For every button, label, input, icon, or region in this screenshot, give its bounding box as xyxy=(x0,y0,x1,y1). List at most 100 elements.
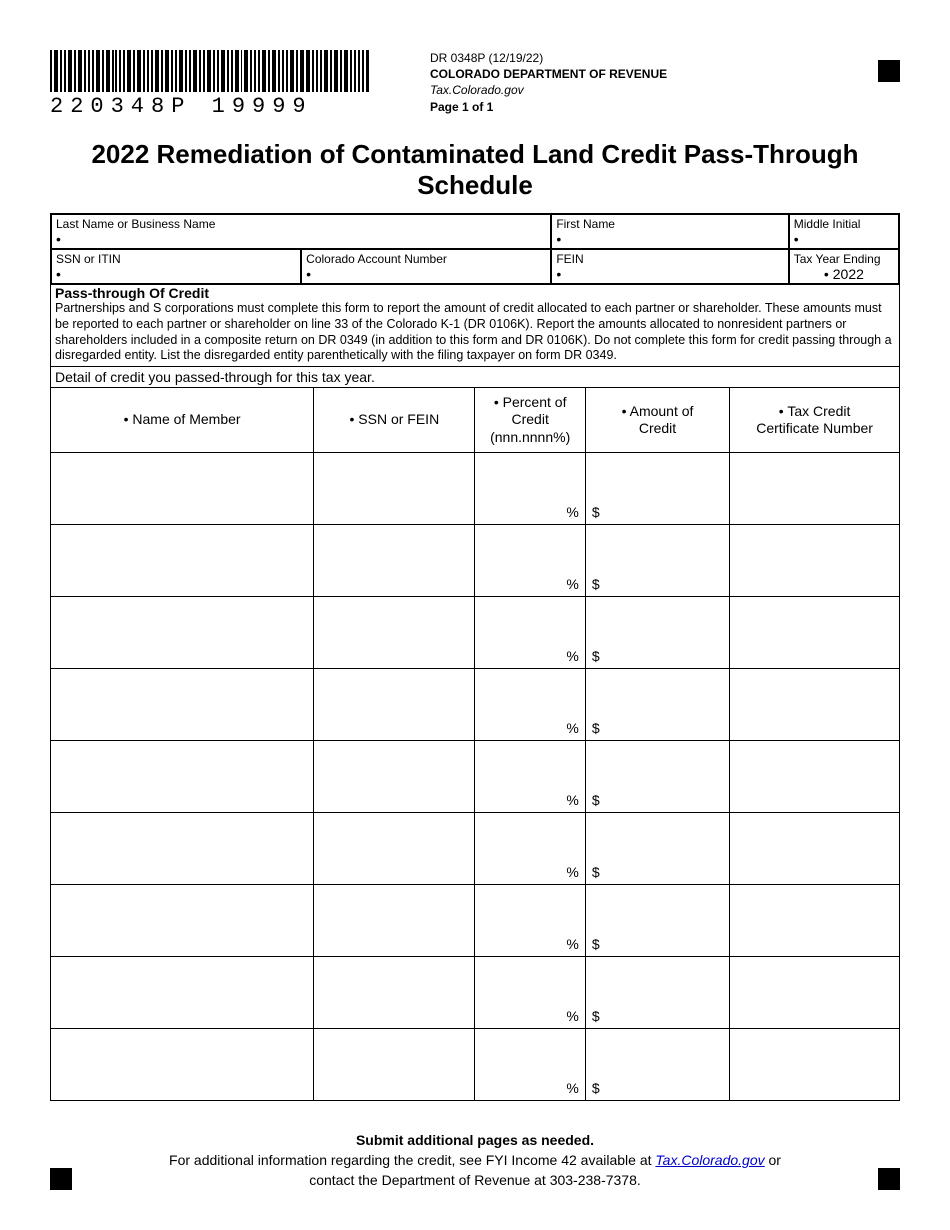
cell-amount[interactable]: $ xyxy=(585,741,729,813)
input-tax-year[interactable]: 2022 xyxy=(794,266,894,282)
table-row: %$ xyxy=(51,453,900,525)
cell-percent[interactable]: % xyxy=(475,453,585,525)
table-row: %$ xyxy=(51,1029,900,1101)
table-row: %$ xyxy=(51,885,900,957)
cell-cert-number[interactable] xyxy=(730,957,900,1029)
cell-amount[interactable]: $ xyxy=(585,597,729,669)
col-cert-l2: Certificate Number xyxy=(756,420,873,436)
col-pct-l1: Percent of xyxy=(503,394,567,410)
input-fein[interactable] xyxy=(556,266,783,282)
cell-ssn-fein[interactable] xyxy=(314,525,475,597)
cell-cert-number[interactable] xyxy=(730,669,900,741)
col-cert-l1: Tax Credit xyxy=(787,403,850,419)
col-percent: • Percent ofCredit(nnn.nnnn%) xyxy=(475,387,585,453)
input-middle-initial[interactable] xyxy=(794,231,894,247)
cell-cert-number[interactable] xyxy=(730,1029,900,1101)
header-row: 220348P 19999 DR 0348P (12/19/22) COLORA… xyxy=(50,50,900,119)
site-url: Tax.Colorado.gov xyxy=(430,82,667,98)
form-code: DR 0348P (12/19/22) xyxy=(430,50,667,66)
cell-percent[interactable]: % xyxy=(475,597,585,669)
col-ssn: • SSN or FEIN xyxy=(314,387,475,453)
cell-member-name[interactable] xyxy=(51,453,314,525)
input-account-number[interactable] xyxy=(306,266,546,282)
col-amt-l2: Credit xyxy=(639,420,676,436)
label-fein: FEIN xyxy=(556,252,783,266)
cell-cert-number[interactable] xyxy=(730,597,900,669)
cell-member-name[interactable] xyxy=(51,1029,314,1101)
footer-submit: Submit additional pages as needed. xyxy=(80,1131,870,1151)
instructions-heading: Pass-through Of Credit xyxy=(55,285,895,301)
col-amt-l1: Amount of xyxy=(630,403,694,419)
cell-ssn-fein[interactable] xyxy=(314,813,475,885)
instructions-box: Pass-through Of Credit Partnerships and … xyxy=(50,285,900,367)
barcode-block: 220348P 19999 xyxy=(50,50,370,119)
cell-cert-number[interactable] xyxy=(730,453,900,525)
table-row: %$ xyxy=(51,813,900,885)
barcode-icon xyxy=(50,50,370,92)
cell-amount[interactable]: $ xyxy=(585,885,729,957)
cell-percent[interactable]: % xyxy=(475,741,585,813)
identity-grid: Last Name or Business Name First Name Mi… xyxy=(50,213,900,285)
footer: Submit additional pages as needed. For a… xyxy=(80,1131,870,1190)
cell-cert-number[interactable] xyxy=(730,741,900,813)
registration-mark-bottom-right xyxy=(878,1168,900,1190)
cell-percent[interactable]: % xyxy=(475,885,585,957)
col-pct-l2: Credit xyxy=(511,411,548,427)
cell-amount[interactable]: $ xyxy=(585,1029,729,1101)
registration-mark-top xyxy=(878,60,900,82)
cell-member-name[interactable] xyxy=(51,669,314,741)
cell-percent[interactable]: % xyxy=(475,957,585,1029)
detail-caption: Detail of credit you passed-through for … xyxy=(50,367,900,387)
footer-line1: For additional information regarding the… xyxy=(80,1151,870,1171)
cell-amount[interactable]: $ xyxy=(585,453,729,525)
cell-percent[interactable]: % xyxy=(475,669,585,741)
col-ssn-text: SSN or FEIN xyxy=(358,411,439,427)
table-row: %$ xyxy=(51,525,900,597)
department-name: COLORADO DEPARTMENT OF REVENUE xyxy=(430,66,667,82)
label-account-number: Colorado Account Number xyxy=(306,252,546,266)
cell-percent[interactable]: % xyxy=(475,1029,585,1101)
cell-amount[interactable]: $ xyxy=(585,525,729,597)
cell-member-name[interactable] xyxy=(51,813,314,885)
cell-ssn-fein[interactable] xyxy=(314,957,475,1029)
table-row: %$ xyxy=(51,741,900,813)
registration-mark-bottom-left xyxy=(50,1168,72,1190)
cell-cert-number[interactable] xyxy=(730,525,900,597)
label-ssn: SSN or ITIN xyxy=(56,252,296,266)
cell-member-name[interactable] xyxy=(51,957,314,1029)
footer-link[interactable]: Tax.Colorado.gov xyxy=(655,1152,764,1168)
form-title: 2022 Remediation of Contaminated Land Cr… xyxy=(50,139,900,201)
cell-ssn-fein[interactable] xyxy=(314,885,475,957)
col-pct-l3: (nnn.nnnn%) xyxy=(490,429,570,445)
cell-member-name[interactable] xyxy=(51,525,314,597)
table-row: %$ xyxy=(51,597,900,669)
cell-amount[interactable]: $ xyxy=(585,669,729,741)
cell-amount[interactable]: $ xyxy=(585,813,729,885)
col-name-text: Name of Member xyxy=(132,411,240,427)
cell-ssn-fein[interactable] xyxy=(314,597,475,669)
cell-ssn-fein[interactable] xyxy=(314,453,475,525)
instructions-body: Partnerships and S corporations must com… xyxy=(55,301,895,364)
col-amount: • Amount ofCredit xyxy=(585,387,729,453)
cell-cert-number[interactable] xyxy=(730,885,900,957)
cell-cert-number[interactable] xyxy=(730,813,900,885)
cell-amount[interactable]: $ xyxy=(585,957,729,1029)
input-first-name[interactable] xyxy=(556,231,783,247)
footer-line2: contact the Department of Revenue at 303… xyxy=(80,1171,870,1191)
page-number: Page 1 of 1 xyxy=(430,99,667,115)
cell-member-name[interactable] xyxy=(51,741,314,813)
cell-member-name[interactable] xyxy=(51,597,314,669)
input-ssn[interactable] xyxy=(56,266,296,282)
cell-ssn-fein[interactable] xyxy=(314,741,475,813)
table-row: %$ xyxy=(51,957,900,1029)
col-name: • Name of Member xyxy=(51,387,314,453)
cell-percent[interactable]: % xyxy=(475,813,585,885)
cell-percent[interactable]: % xyxy=(475,525,585,597)
cell-member-name[interactable] xyxy=(51,885,314,957)
cell-ssn-fein[interactable] xyxy=(314,1029,475,1101)
label-middle-initial: Middle Initial xyxy=(794,217,894,231)
footer-line1-b: or xyxy=(765,1152,781,1168)
cell-ssn-fein[interactable] xyxy=(314,669,475,741)
table-row: %$ xyxy=(51,669,900,741)
input-last-name[interactable] xyxy=(56,231,546,247)
